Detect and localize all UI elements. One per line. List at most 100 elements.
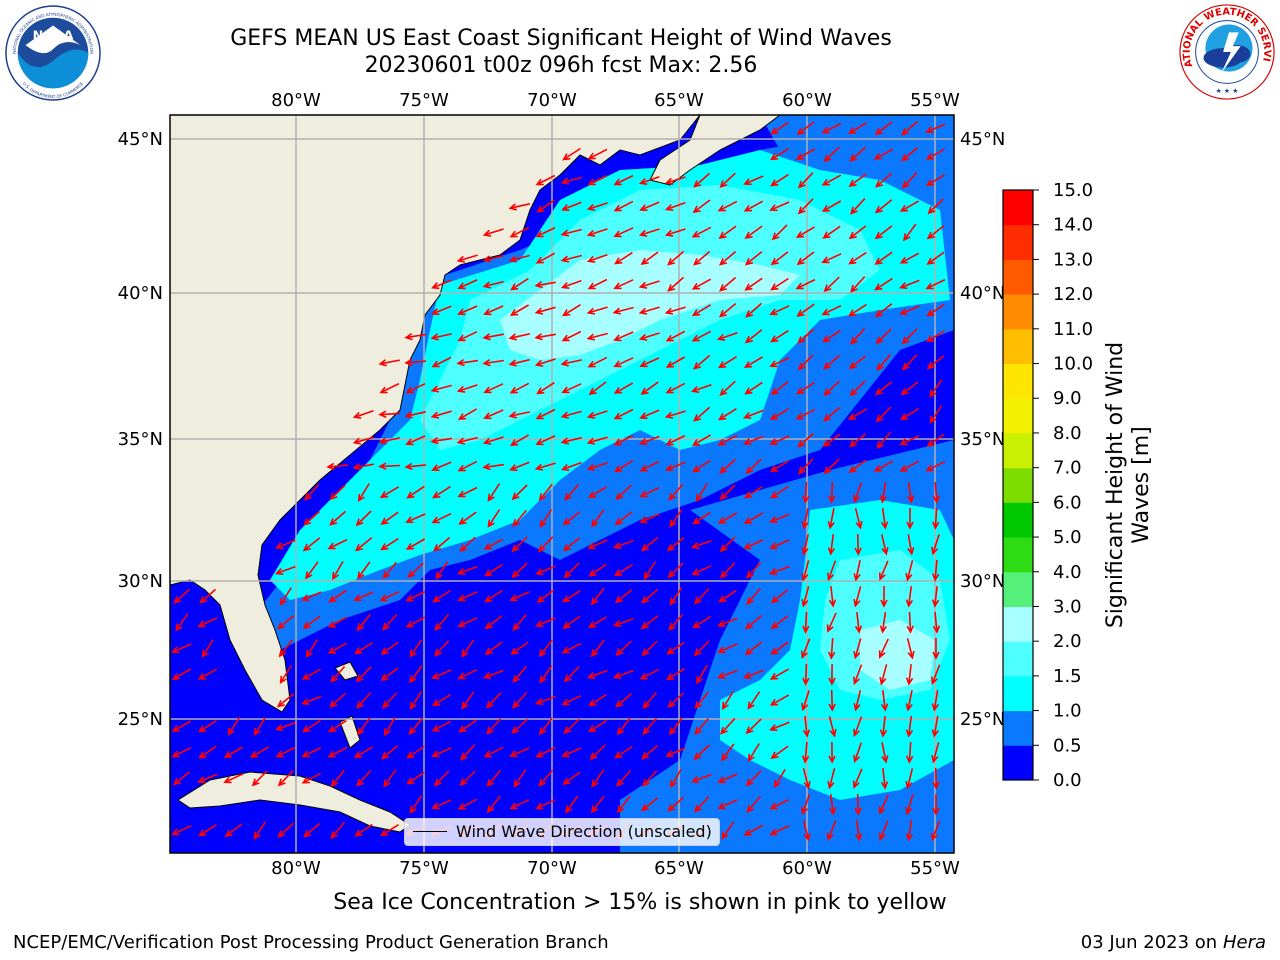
- wave-direction-arrow: [719, 380, 736, 397]
- wave-direction-arrow: [769, 668, 790, 680]
- wave-direction-arrow: [899, 305, 920, 316]
- wave-direction-arrow: [409, 639, 423, 658]
- colorbar-title-line2: Waves [m]: [1129, 426, 1154, 544]
- colorbar: [1002, 189, 1039, 781]
- wave-direction-arrow: [508, 358, 530, 367]
- wave-direction-arrow: [827, 768, 836, 790]
- colorbar-tick-label: 1.5: [1053, 666, 1082, 687]
- wave-direction-arrow: [509, 461, 530, 472]
- wave-direction-arrow: [770, 589, 789, 604]
- wave-direction-arrow: [433, 770, 450, 787]
- wave-direction-arrow: [406, 745, 425, 759]
- wave-direction-arrow: [717, 512, 738, 524]
- wave-direction-arrow: [456, 254, 478, 263]
- wave-direction-arrow: [769, 435, 790, 446]
- wave-direction-arrow: [795, 278, 816, 290]
- wave-direction-arrow: [929, 405, 943, 424]
- wave-direction-arrow: [827, 560, 837, 582]
- wave-direction-arrow: [613, 460, 633, 473]
- wave-direction-arrow: [925, 148, 946, 160]
- wave-direction-arrow: [827, 508, 835, 530]
- wave-direction-arrow: [745, 458, 762, 475]
- wave-direction-arrow: [769, 539, 790, 550]
- wave-direction-arrow: [721, 691, 734, 711]
- wave-direction-arrow: [408, 717, 424, 736]
- wave-direction-arrow: [484, 615, 503, 630]
- wave-direction-arrow: [305, 639, 319, 658]
- wave-direction-arrow: [693, 354, 711, 370]
- wave-direction-arrow: [641, 744, 659, 760]
- wave-direction-arrow: [539, 665, 553, 684]
- lat-label: 30°N: [118, 571, 163, 592]
- wave-direction-arrow: [827, 533, 836, 556]
- wave-direction-arrow: [744, 485, 763, 499]
- wave-direction-arrow: [802, 768, 811, 790]
- wave-direction-arrow: [198, 719, 217, 733]
- wave-direction-arrow: [560, 436, 582, 445]
- lon-label: 80°W: [271, 858, 321, 879]
- wave-direction-arrow: [613, 357, 634, 368]
- wave-direction-arrow: [612, 669, 634, 679]
- wave-direction-arrow: [639, 460, 660, 472]
- colorbar-segment: [1003, 224, 1033, 260]
- wave-direction-arrow: [797, 172, 814, 189]
- wave-direction-arrow: [822, 225, 841, 239]
- wave-direction-arrow: [512, 613, 528, 632]
- wave-direction-arrow: [198, 823, 217, 837]
- wave-direction-arrow: [691, 226, 712, 238]
- wave-contour-2.0-3.0: [500, 250, 800, 360]
- wave-direction-arrow: [197, 617, 218, 628]
- wave-direction-arrow: [665, 382, 686, 394]
- wave-direction-arrow: [770, 745, 789, 759]
- colorbar-segment: [1003, 502, 1033, 538]
- wave-direction-arrow: [510, 641, 529, 655]
- wave-direction-arrow: [587, 148, 608, 160]
- colorbar-tick-label: 0.0: [1053, 770, 1082, 791]
- wave-direction-arrow: [874, 121, 893, 136]
- wave-direction-arrow: [561, 694, 582, 706]
- wave-direction-arrow: [197, 668, 218, 680]
- wave-direction-arrow: [747, 691, 761, 710]
- wave-direction-arrow: [613, 382, 634, 394]
- wave-direction-arrow: [404, 411, 426, 419]
- wave-direction-arrow: [173, 588, 191, 604]
- wave-direction-arrow: [482, 228, 504, 237]
- wave-direction-arrow: [718, 589, 737, 603]
- wave-direction-arrow: [613, 227, 634, 238]
- wave-direction-arrow: [378, 359, 400, 367]
- wave-direction-arrow: [666, 537, 685, 552]
- wave-direction-arrow: [642, 691, 658, 710]
- lat-label: 30°N: [960, 571, 1005, 592]
- wave-direction-arrow: [279, 665, 292, 685]
- wave-direction-arrow: [823, 354, 841, 370]
- colorbar-tick-label: 12.0: [1053, 284, 1093, 305]
- wave-direction-arrow: [274, 565, 296, 575]
- wave-direction-arrow: [900, 146, 919, 162]
- wave-direction-arrow: [801, 586, 810, 608]
- wave-direction-arrow: [769, 201, 790, 212]
- wave-direction-arrow: [171, 825, 192, 836]
- legend-label: Wind Wave Direction (unscaled): [456, 822, 712, 841]
- wave-direction-arrow: [536, 199, 555, 213]
- wave-direction-arrow: [456, 565, 478, 575]
- wave-direction-arrow: [690, 773, 712, 783]
- wave-direction-arrow: [613, 434, 634, 446]
- wave-direction-arrow: [667, 796, 685, 812]
- colorbar-tick-label: 11.0: [1053, 319, 1093, 340]
- wave-direction-arrow: [932, 638, 940, 660]
- wave-direction-arrow: [457, 486, 478, 498]
- wave-direction-arrow: [586, 253, 608, 263]
- wave-direction-arrow: [925, 278, 946, 290]
- colorbar-tick-label: 6.0: [1053, 492, 1082, 513]
- wave-direction-arrow: [665, 461, 686, 472]
- wave-direction-arrow: [459, 536, 476, 553]
- colorbar-tick-label: 10.0: [1053, 354, 1093, 375]
- wave-direction-arrow: [591, 509, 605, 528]
- wave-direction-arrow: [901, 172, 918, 189]
- wave-direction-arrow: [430, 384, 452, 393]
- wave-direction-arrow: [932, 481, 941, 504]
- wave-direction-arrow: [640, 381, 659, 395]
- wave-direction-arrow: [512, 691, 528, 709]
- wave-direction-arrow: [328, 719, 347, 733]
- wave-direction-arrow: [563, 718, 580, 735]
